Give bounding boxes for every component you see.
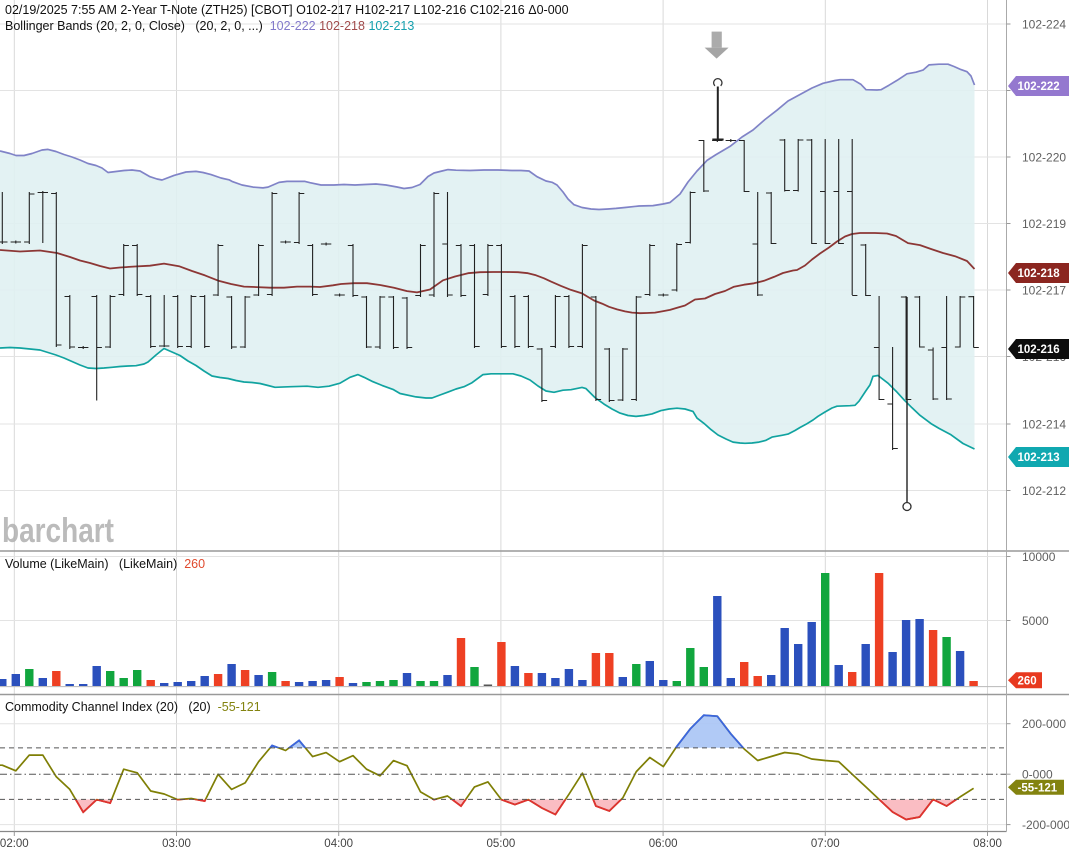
svg-text:102-212: 102-212 <box>1022 484 1066 498</box>
svg-text:5000: 5000 <box>1022 614 1049 628</box>
svg-text:02:00: 02:00 <box>0 838 29 850</box>
svg-text:200-000: 200-000 <box>1022 717 1066 731</box>
svg-text:03:00: 03:00 <box>162 838 191 850</box>
svg-text:102-218: 102-218 <box>1018 268 1061 280</box>
svg-text:Volume (LikeMain) (LikeMain): Volume (LikeMain) (LikeMain) 260 <box>5 557 205 571</box>
svg-text:102-216: 102-216 <box>1018 344 1060 356</box>
svg-text:102-220: 102-220 <box>1022 151 1066 165</box>
svg-text:10000: 10000 <box>1022 550 1056 564</box>
svg-text:260: 260 <box>1018 675 1037 687</box>
svg-text:05:00: 05:00 <box>487 838 516 850</box>
svg-text:102-222: 102-222 <box>1018 81 1060 93</box>
svg-text:barchart: barchart <box>2 512 114 550</box>
svg-text:02/19/2025 7:55 AM 2-Year T-No: 02/19/2025 7:55 AM 2-Year T-Note (ZTH25)… <box>5 3 569 17</box>
svg-text:102-219: 102-219 <box>1022 217 1066 231</box>
svg-text:102-224: 102-224 <box>1022 18 1066 32</box>
svg-text:Bollinger Bands (20, 2, 0, Clo: Bollinger Bands (20, 2, 0, Close) (20, 2… <box>5 19 414 33</box>
svg-text:0-000: 0-000 <box>1022 768 1053 782</box>
svg-text:102-214: 102-214 <box>1022 418 1066 432</box>
svg-text:Commodity Channel Index (20): Commodity Channel Index (20) (20) -55-12… <box>5 700 261 714</box>
svg-text:07:00: 07:00 <box>811 838 840 850</box>
svg-text:102-213: 102-213 <box>1018 452 1060 464</box>
svg-text:08:00: 08:00 <box>973 838 1002 850</box>
svg-text:-55-121: -55-121 <box>1018 782 1058 794</box>
svg-text:04:00: 04:00 <box>324 838 353 850</box>
svg-text:06:00: 06:00 <box>649 838 678 850</box>
svg-text:-200-000: -200-000 <box>1022 818 1069 832</box>
svg-text:102-217: 102-217 <box>1022 284 1066 298</box>
